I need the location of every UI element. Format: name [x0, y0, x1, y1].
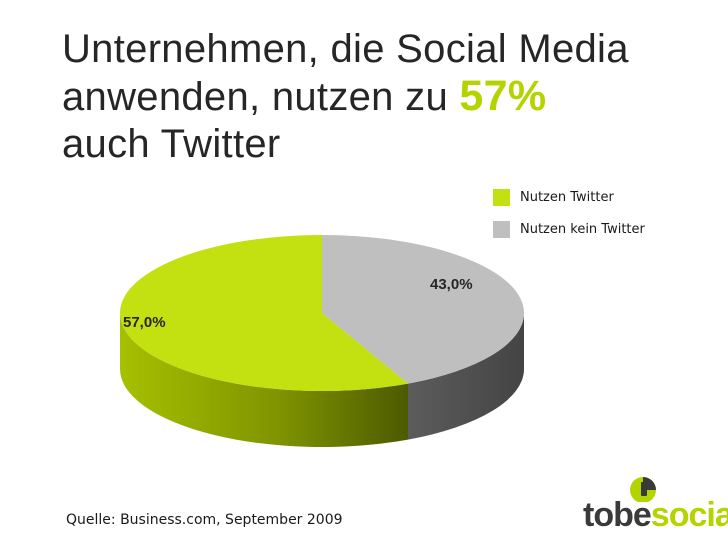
chart-title: Unternehmen, die Social Media anwenden, …	[62, 26, 682, 168]
data-label-twitter: 57,0%	[123, 314, 166, 331]
pie-side-no-twitter-0	[408, 313, 524, 440]
data-label-no-twitter: 43,0%	[430, 276, 473, 293]
logo-mark-icon	[630, 477, 656, 502]
legend-swatch-twitter	[493, 188, 510, 206]
pie-side-twitter-0	[120, 313, 409, 447]
pie-slice-twitter	[119, 234, 409, 391]
title-line-1: Unternehmen, die Social Media	[62, 27, 629, 71]
title-highlight-percentage: 57%	[459, 72, 547, 120]
logo-text-tobe: tobe	[583, 496, 652, 534]
logo-text: tobesocial	[583, 498, 728, 532]
title-line-2-text: anwenden, nutzen zu	[62, 75, 448, 119]
legend-item-twitter: Nutzen Twitter	[493, 187, 645, 207]
source-note: Quelle: Business.com, September 2009	[66, 512, 343, 528]
legend-label-twitter: Nutzen Twitter	[520, 189, 614, 205]
tobesocial-logo: tobesocial	[583, 472, 728, 536]
pie-slice-no-twitter	[322, 235, 524, 384]
legend-label-no-twitter: Nutzen kein Twitter	[520, 221, 645, 237]
title-line-2: anwenden, nutzen zu 57%	[62, 73, 682, 121]
title-line-3: auch Twitter	[62, 122, 281, 166]
legend-swatch-no-twitter	[493, 220, 510, 238]
chart-legend: Nutzen Twitter Nutzen kein Twitter	[493, 187, 645, 251]
logo-text-social: social	[650, 496, 728, 534]
legend-item-no-twitter: Nutzen kein Twitter	[493, 219, 645, 239]
